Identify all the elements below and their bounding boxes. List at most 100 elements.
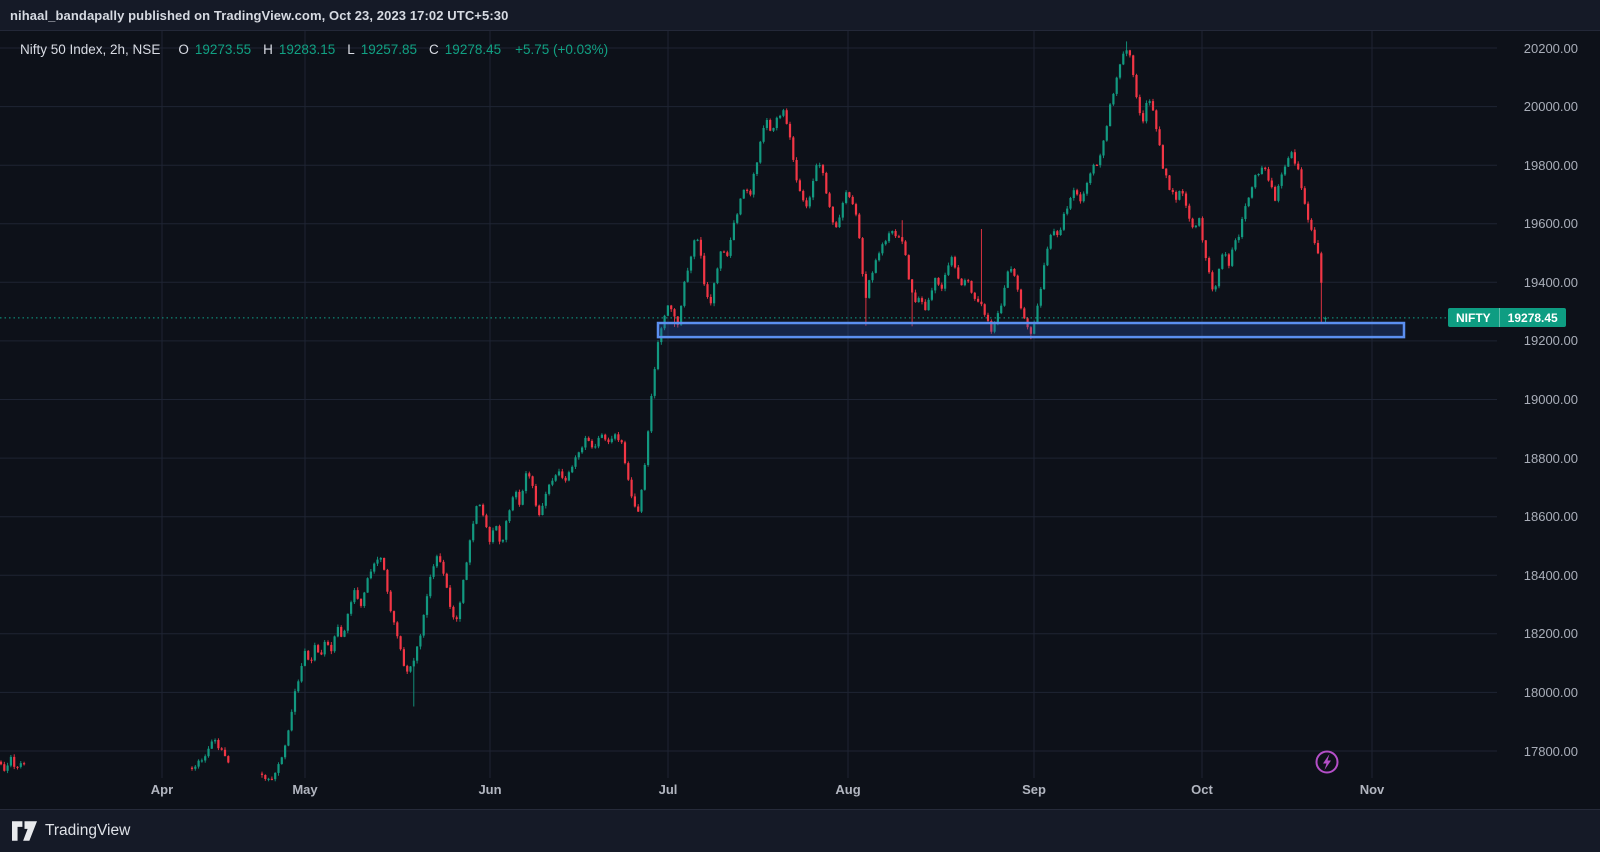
tradingview-wordmark[interactable]: TradingView [45,822,131,839]
legend-symbol: Nifty 50 Index, 2h, NSE [20,42,161,57]
candle-body [1072,190,1075,198]
candle-body [604,434,607,440]
candle-body [680,305,683,325]
candle-body [1227,254,1230,266]
candle-body [676,316,679,325]
candle-body [864,274,867,298]
candle-body [551,480,554,485]
candle-body [1033,322,1036,334]
candle-body [392,611,396,623]
support-zone-rectangle[interactable] [656,321,1406,339]
candle-body [1122,53,1125,65]
tradingview-logo-icon[interactable] [12,821,37,841]
candle-body [953,257,957,268]
candle-body [752,174,755,195]
candle-body [260,773,264,775]
candle-body [386,569,389,592]
time-scale[interactable]: Apr May Jun Jul Aug Sep Oct Nov [0,780,1600,804]
candle-body [416,646,419,661]
candle-body [330,644,333,652]
candle-body [1029,327,1032,334]
candle-body [449,587,452,607]
candle-body [1257,174,1260,176]
candle-body [904,241,907,256]
candle-body [495,526,498,531]
price-scale[interactable]: 20200.00 20000.00 19800.00 19600.00 19400.00… [1458,0,1578,809]
candle-body [280,757,283,764]
candle-body [1145,103,1148,122]
ohlc-high-label: H [263,42,273,57]
candle-body [23,763,26,765]
candle-body [1089,173,1092,183]
price-tick-label: 20200.00 [1523,40,1578,56]
candle-body [19,763,22,767]
candle-body [597,437,600,447]
candle-body [505,521,508,540]
candle-body [557,471,561,476]
month-label: Sep [1022,782,1046,797]
lightning-boost-icon[interactable] [1323,754,1331,770]
candle-body [610,438,613,443]
candle-body [782,110,785,116]
candle-body [759,141,762,163]
price-tick-label: 18200.00 [1523,626,1578,642]
candle-body [1254,175,1257,188]
candle-body [911,279,914,293]
candle-body [1128,50,1131,56]
candle-body [1019,289,1023,309]
candle-body [808,197,811,207]
candle-body [587,437,590,441]
ohlc-close-value: 19278.45 [444,42,502,57]
candle-body [432,566,435,577]
candle-body [828,193,831,207]
candle-body [359,598,363,606]
candle-body [1046,248,1049,266]
candle-body [577,452,580,458]
candle-body [1184,193,1188,206]
candle-body [749,190,752,195]
candle-body [637,506,640,512]
candle-body [1324,317,1327,320]
candle-body [419,635,422,647]
candle-body [633,496,636,507]
candle-body [1234,240,1237,250]
boost-circle[interactable] [1315,750,1339,774]
candle-body [1013,269,1016,276]
candle-body [630,479,633,497]
candle-body [313,645,316,661]
candle-body [1237,236,1240,241]
candle-body [373,563,376,572]
candle-body [1224,254,1227,256]
candle-body [1161,145,1164,169]
candle-body [1099,155,1102,166]
candle-body [13,756,16,767]
candle-body [353,590,356,603]
month-label: Jul [658,782,678,797]
price-tick-label: 19000.00 [1523,392,1578,407]
candle-body [1148,101,1151,103]
candle-body [284,745,287,758]
candle-body [317,645,320,653]
candle-body [1310,219,1313,230]
candle-body [1211,272,1214,290]
candle-body [274,772,277,780]
candle-body [851,196,854,205]
candle-body [798,180,801,191]
candle-body [1095,164,1098,166]
candle-body [482,504,485,516]
candle-body [376,559,379,564]
candle-body [541,505,544,515]
candle-body [970,280,973,293]
candle-body [528,473,531,477]
candle-body [412,660,415,667]
candle-body [607,439,610,443]
price-tick-label: 18600.00 [1523,509,1578,525]
candle-body [1069,198,1072,209]
candle-body [442,561,445,574]
candle-body [1115,77,1118,94]
candle-body [732,222,735,240]
candle-body [683,281,686,306]
candle-body [627,463,630,480]
ohlc-low-value: 19257.85 [360,42,418,57]
